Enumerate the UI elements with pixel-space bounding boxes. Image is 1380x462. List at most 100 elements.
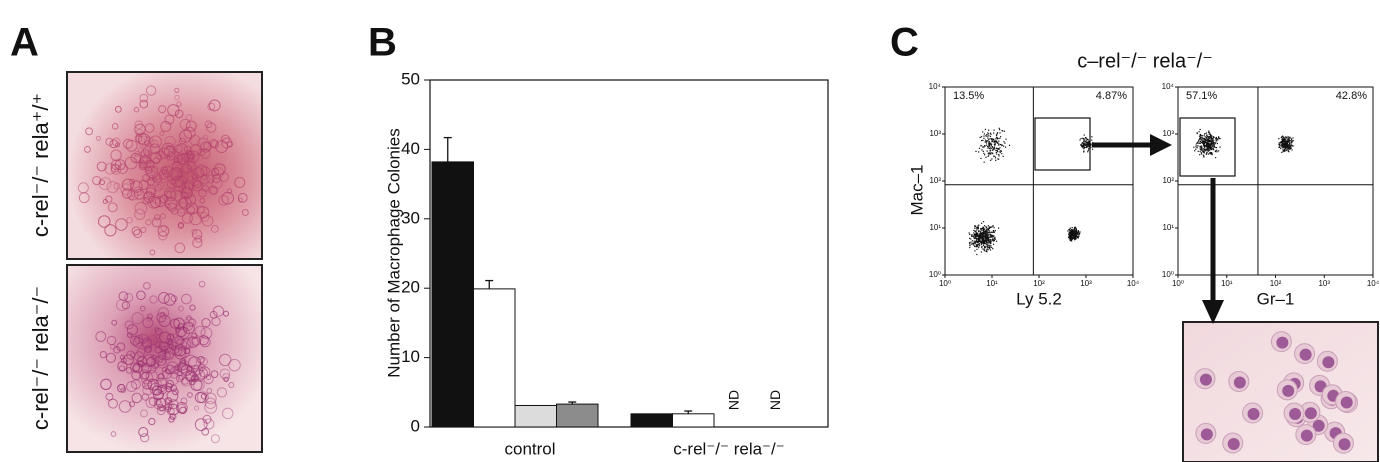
event-dot: [980, 234, 981, 235]
event-dot: [1198, 151, 1199, 152]
event-dot: [1281, 137, 1282, 138]
event-dot: [975, 242, 976, 243]
event-dot: [986, 241, 987, 242]
event-dot: [1000, 136, 1001, 137]
event-dot: [984, 231, 985, 232]
event-dot: [994, 145, 995, 146]
nucleus: [1341, 397, 1353, 409]
event-dot: [982, 146, 983, 147]
event-dot: [989, 241, 990, 242]
event-dot: [972, 236, 973, 237]
event-dot: [1195, 146, 1196, 147]
event-dot: [992, 153, 993, 154]
event-dot: [1088, 143, 1089, 144]
event-dot: [990, 152, 991, 153]
event-dot: [990, 134, 991, 135]
nucleus: [1300, 349, 1312, 361]
event-dot: [1287, 136, 1288, 137]
event-dot: [1284, 151, 1285, 152]
event-dot: [974, 241, 975, 242]
event-dot: [991, 148, 992, 149]
event-dot: [1284, 138, 1285, 139]
event-dot: [1214, 146, 1215, 147]
event-dot: [1000, 152, 1001, 153]
event-dot: [1284, 143, 1285, 144]
event-dot: [988, 245, 989, 246]
event-dot: [994, 148, 995, 149]
event-dot: [991, 239, 992, 240]
y-tick-label: 10¹: [1162, 223, 1174, 232]
event-dot: [987, 247, 988, 248]
event-dot: [1203, 152, 1204, 153]
event-dot: [1209, 138, 1210, 139]
event-dot: [976, 234, 977, 235]
event-dot: [1205, 149, 1206, 150]
event-dot: [974, 234, 975, 235]
event-dot: [1288, 140, 1289, 141]
event-dot: [1083, 139, 1084, 140]
event-dot: [998, 228, 999, 229]
event-dot: [995, 160, 996, 161]
event-dot: [983, 245, 984, 246]
event-dot: [1205, 140, 1206, 141]
event-dot: [1068, 229, 1069, 230]
event-dot: [980, 231, 981, 232]
event-dot: [974, 235, 975, 236]
nucleus: [1301, 430, 1313, 442]
event-dot: [979, 241, 980, 242]
event-dot: [988, 232, 989, 233]
event-dot: [1084, 145, 1085, 146]
event-dot: [1208, 140, 1209, 141]
y-axis-label: Mac–1: [907, 164, 926, 215]
event-dot: [987, 246, 988, 247]
event-dot: [992, 225, 993, 226]
event-dot: [988, 247, 989, 248]
event-dot: [1206, 144, 1207, 145]
event-dot: [985, 238, 986, 239]
event-dot: [983, 136, 984, 137]
y-tick-label: 50: [401, 69, 420, 88]
event-dot: [1092, 149, 1093, 150]
event-dot: [1200, 138, 1201, 139]
event-dot: [989, 143, 990, 144]
event-dot: [1083, 146, 1084, 147]
event-dot: [1078, 232, 1079, 233]
event-dot: [1067, 230, 1068, 231]
event-dot: [1284, 148, 1285, 149]
event-dot: [1288, 144, 1289, 145]
event-dot: [975, 231, 976, 232]
quadrant-percent: 57.1%: [1186, 90, 1217, 102]
y-tick-label: 10⁰: [1162, 270, 1174, 279]
event-dot: [1211, 152, 1212, 153]
event-dot: [976, 254, 977, 255]
event-dot: [1070, 240, 1071, 241]
event-dot: [1084, 138, 1085, 139]
event-dot: [989, 232, 990, 233]
event-dot: [1288, 151, 1289, 152]
event-dot: [993, 238, 994, 239]
x-tick-label: 10⁰: [939, 279, 951, 288]
event-dot: [988, 239, 989, 240]
event-dot: [991, 141, 992, 142]
y-tick-label: 10⁴: [1162, 82, 1175, 91]
y-tick-label: 10⁴: [929, 82, 942, 91]
event-dot: [992, 146, 993, 147]
event-dot: [1079, 231, 1080, 232]
event-dot: [995, 230, 996, 231]
event-dot: [1193, 147, 1194, 148]
event-dot: [1205, 138, 1206, 139]
event-dot: [993, 232, 994, 233]
event-dot: [993, 132, 994, 133]
event-dot: [1092, 142, 1093, 143]
event-dot: [1001, 145, 1002, 146]
y-tick-label: 20: [401, 278, 420, 297]
event-dot: [998, 154, 999, 155]
event-dot: [997, 142, 998, 143]
event-dot: [975, 232, 976, 233]
event-dot: [993, 244, 994, 245]
event-dot: [994, 156, 995, 157]
event-dot: [1083, 141, 1084, 142]
event-dot: [1200, 135, 1201, 136]
event-dot: [974, 231, 975, 232]
event-dot: [984, 249, 985, 250]
